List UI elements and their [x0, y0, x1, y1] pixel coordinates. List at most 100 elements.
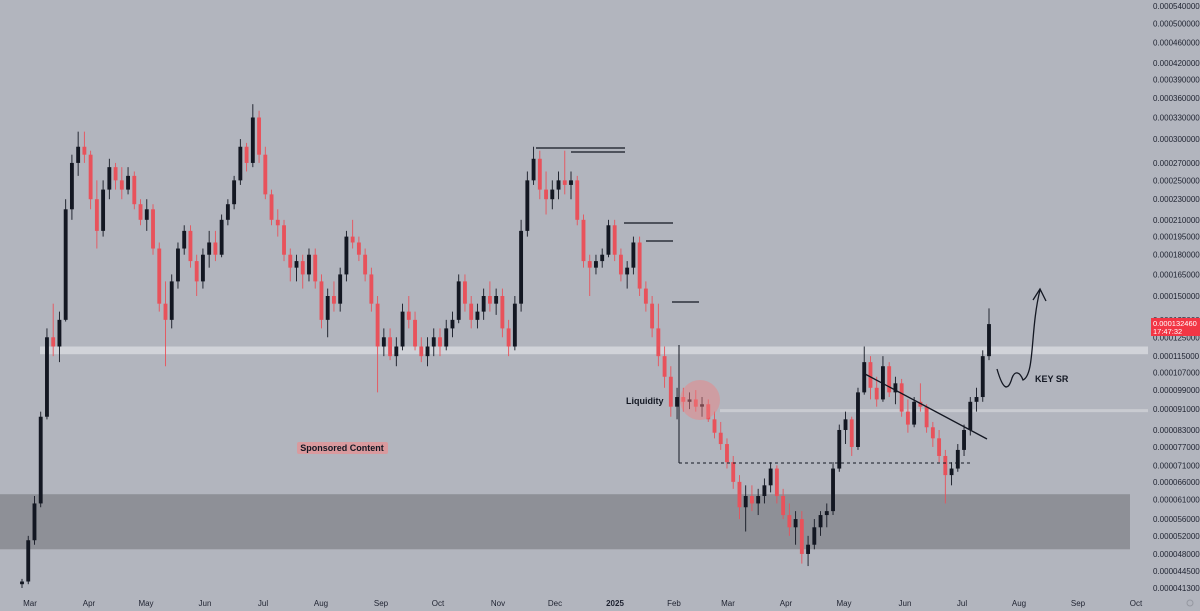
candle-body	[369, 274, 374, 304]
candle-body	[157, 248, 162, 304]
candle-body	[887, 366, 892, 393]
x-tick-label: Aug	[314, 599, 328, 608]
candle-body	[725, 444, 729, 463]
candle-body	[812, 527, 817, 545]
candle-body	[425, 346, 430, 357]
labels-layer: Liquidity KEY SR Sponsored Content	[297, 374, 1069, 454]
candle-body	[338, 274, 343, 304]
x-tick-label: Apr	[780, 599, 793, 608]
candle-body	[606, 225, 611, 255]
candle-body	[924, 406, 929, 428]
candle-body	[394, 346, 399, 357]
y-tick-label: 0.000041300	[1153, 584, 1200, 593]
candle-body	[169, 281, 174, 320]
y-tick-label: 0.000150000	[1153, 292, 1200, 301]
candle-body	[219, 219, 224, 255]
candle-body	[182, 230, 187, 249]
candle-body	[575, 180, 580, 220]
candle-body	[63, 209, 68, 320]
candle-body	[912, 401, 917, 425]
candle-body	[500, 295, 505, 329]
candle-body	[937, 438, 942, 456]
candle-body	[332, 295, 336, 304]
candle-body	[481, 295, 486, 312]
candle-body	[837, 429, 842, 469]
candle-body	[88, 154, 93, 200]
candle-body	[413, 319, 417, 347]
candle-body	[594, 261, 598, 268]
candle-body	[955, 449, 960, 469]
candle-body	[768, 468, 773, 486]
candle-body	[282, 225, 286, 255]
candle-body	[188, 230, 193, 262]
candle-body	[943, 455, 948, 476]
candle-body	[868, 362, 873, 388]
candle-body	[662, 356, 667, 377]
candle-body	[232, 180, 237, 205]
candle-body	[949, 468, 954, 476]
candle-body	[400, 311, 405, 347]
candle-body	[818, 515, 823, 528]
sponsored-label: Sponsored Content	[300, 443, 384, 453]
candle-body	[82, 146, 87, 155]
y-tick-label: 0.000044500	[1153, 567, 1200, 576]
y-tick-label: 0.000540000	[1153, 2, 1200, 11]
current-price-value: 0.000132460	[1153, 319, 1197, 328]
candle-body	[375, 303, 380, 347]
sponsored-badge	[297, 442, 388, 454]
candle-body	[881, 366, 885, 400]
candle-body	[643, 288, 648, 304]
candle-body	[831, 468, 835, 512]
candle-body	[787, 515, 792, 528]
y-tick-label: 0.000250000	[1153, 176, 1200, 185]
candle-body	[531, 158, 536, 181]
candle-body	[799, 519, 804, 554]
candle-body	[774, 468, 779, 497]
candle-body	[225, 204, 230, 220]
candle-body	[69, 162, 74, 210]
candle-body	[101, 189, 106, 231]
candle-body	[544, 189, 548, 200]
y-tick-label: 0.000210000	[1153, 216, 1200, 225]
candle-body	[475, 311, 480, 320]
candle-body	[506, 328, 511, 347]
x-tick-label: Mar	[23, 599, 37, 608]
candle-body	[456, 281, 461, 320]
y-tick-label: 0.000061000	[1153, 496, 1200, 505]
candle-body	[257, 117, 262, 155]
candle-body	[987, 324, 991, 357]
x-tick-label: Oct	[432, 599, 445, 608]
candle-body	[756, 496, 761, 504]
y-tick-label: 0.000056000	[1153, 515, 1200, 524]
candle-body	[893, 383, 898, 393]
candle-body	[519, 230, 524, 304]
y-tick-label: 0.000420000	[1153, 59, 1200, 68]
candle-body	[307, 254, 311, 275]
candle-body	[743, 496, 748, 508]
candle-body	[862, 362, 867, 393]
y-tick-label: 0.000048000	[1153, 550, 1200, 559]
candle-body	[874, 387, 879, 400]
settings-icon[interactable]	[1186, 599, 1194, 607]
candle-body	[269, 194, 274, 220]
candle-body	[350, 236, 355, 243]
candle-body	[856, 392, 860, 447]
candle-body	[313, 254, 318, 282]
x-tick-label: Dec	[548, 599, 562, 608]
candle-body	[126, 175, 130, 190]
candle-body	[344, 236, 349, 275]
candle-body	[650, 303, 655, 329]
y-tick-label: 0.000115000	[1153, 352, 1200, 361]
candle-body	[163, 303, 168, 320]
x-tick-label: Apr	[83, 599, 96, 608]
candle-body	[20, 581, 24, 585]
candle-body	[469, 303, 474, 320]
y-tick-label: 0.000230000	[1153, 195, 1200, 204]
x-tick-label: May	[836, 599, 851, 608]
candle-body	[656, 328, 661, 357]
candle-body	[749, 496, 754, 504]
projection-arrowhead	[1032, 287, 1047, 302]
candle-body	[974, 397, 979, 402]
candle-body	[463, 281, 467, 304]
